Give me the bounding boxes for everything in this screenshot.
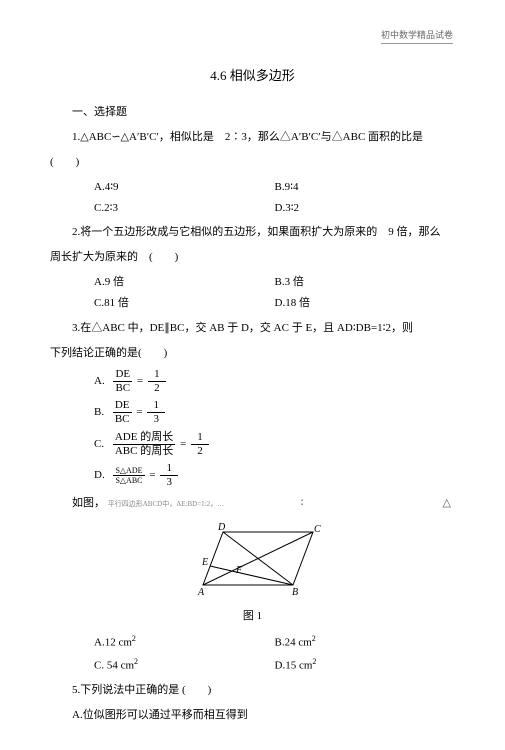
q3-c-label: C. (94, 438, 104, 451)
q1-options: A.4∶9 C.2∶3 B.9∶4 D.3∶2 (50, 177, 455, 219)
q3-d-eq: = (149, 469, 155, 482)
section-heading: 一、选择题 (50, 102, 455, 123)
q3-d-num: S△ADE (113, 466, 144, 477)
q3-c-eq: = (180, 438, 186, 451)
fig-label-e: E (201, 557, 208, 568)
parallelogram-svg: A B C D E F (178, 520, 328, 600)
q3-a-rnum: 1 (148, 368, 166, 382)
q5-stem: 5.下列说法中正确的是 ( ) (50, 680, 455, 701)
q2-stem2: 周长扩大为原来的 ( ) (50, 247, 455, 268)
q3-opt-c: C. ADE 的周长ABC 的周长 = 12 (50, 431, 455, 458)
q3-a-num: DE (113, 368, 132, 382)
fig-label-c: C (314, 524, 321, 535)
q2-options: A.9 倍 C.81 倍 B.3 倍 D.18 倍 (50, 272, 455, 314)
q3-b-eq: = (136, 406, 142, 419)
q1-stem2: ( ) (50, 152, 455, 173)
fig-label-d: D (217, 522, 226, 533)
header-label: 初中数学精品试卷 (381, 28, 453, 44)
q2-opt-b: B.3 倍 (275, 272, 456, 293)
q3-a-eq: = (137, 375, 143, 388)
q3-b-num: DE (113, 399, 132, 413)
document-title: 4.6 相似多边形 (50, 65, 455, 84)
fig-label-b: B (292, 587, 298, 598)
q3-b-label: B. (94, 406, 104, 419)
q5-opt-a: A.位似图形可以通过平移而相互得到 (50, 705, 455, 726)
q4-pre: 如图， (72, 497, 105, 509)
q3-c-num: ADE 的周长 (113, 431, 175, 445)
q4-faint: 平行四边形ABCD中，AE:BD=1:2，… (108, 500, 224, 508)
q3-b-rden: 3 (147, 413, 165, 426)
q3-d-den: S△ABC (113, 476, 144, 486)
figure-caption: 图 1 (50, 607, 455, 623)
q1-opt-c: C.2∶3 (94, 198, 275, 219)
q2-stem: 2.将一个五边形改成与它相似的五边形，如果面积扩大为原来的 9 倍，那么 (50, 222, 455, 243)
q3-a-label: A. (94, 375, 105, 388)
q3-stem: 3.在△ABC 中，DE∥BC，交 AB 于 D，交 AC 于 E，且 AD∶D… (50, 318, 455, 339)
q2-opt-d: D.18 倍 (275, 293, 456, 314)
q1-stem: 1.△ABC∽△A′B′C′，相似比是 2∶3，那么△A′B′C′与△ABC 面… (50, 127, 455, 148)
q3-stem2: 下列结论正确的是( ) (50, 343, 455, 364)
q3-c-den: ABC 的周长 (113, 445, 175, 458)
figure-1: A B C D E F (50, 520, 455, 603)
q3-opt-b: B. DEBC = 13 (50, 399, 455, 426)
page-content: 4.6 相似多边形 一、选择题 1.△ABC∽△A′B′C′，相似比是 2∶3，… (0, 0, 505, 750)
q1-opt-b: B.9∶4 (275, 177, 456, 198)
fig-label-a: A (197, 587, 205, 598)
q3-d-rnum: 1 (160, 462, 178, 476)
q3-a-den: BC (113, 382, 132, 395)
q4-line: 如图， 平行四边形ABCD中，AE:BD=1:2，… ∶ △ (50, 493, 455, 514)
q2-opt-c: C.81 倍 (94, 293, 275, 314)
fig-label-f: F (235, 565, 243, 576)
q3-opt-d: D. S△ADES△ABC = 13 (50, 462, 455, 489)
q4-opt-a: A.12 cm2 (94, 631, 275, 654)
q2-opt-a: A.9 倍 (94, 272, 275, 293)
q4-scatter: ∶ △ (279, 493, 455, 514)
q3-d-label: D. (94, 469, 105, 482)
q4-opt-d: D.15 cm2 (275, 654, 456, 677)
q3-d-rden: 3 (160, 476, 178, 489)
q4-opt-b: B.24 cm2 (275, 631, 456, 654)
q3-b-den: BC (113, 413, 132, 426)
q3-b-rnum: 1 (147, 399, 165, 413)
q1-opt-d: D.3∶2 (275, 198, 456, 219)
q3-a-rden: 2 (148, 382, 166, 395)
q4-options: A.12 cm2 C. 54 cm2 B.24 cm2 D.15 cm2 (50, 631, 455, 676)
q1-opt-a: A.4∶9 (94, 177, 275, 198)
q3-c-rden: 2 (191, 445, 209, 458)
q3-c-rnum: 1 (191, 431, 209, 445)
q4-opt-c: C. 54 cm2 (94, 654, 275, 677)
q3-opt-a: A. DEBC = 12 (50, 368, 455, 395)
